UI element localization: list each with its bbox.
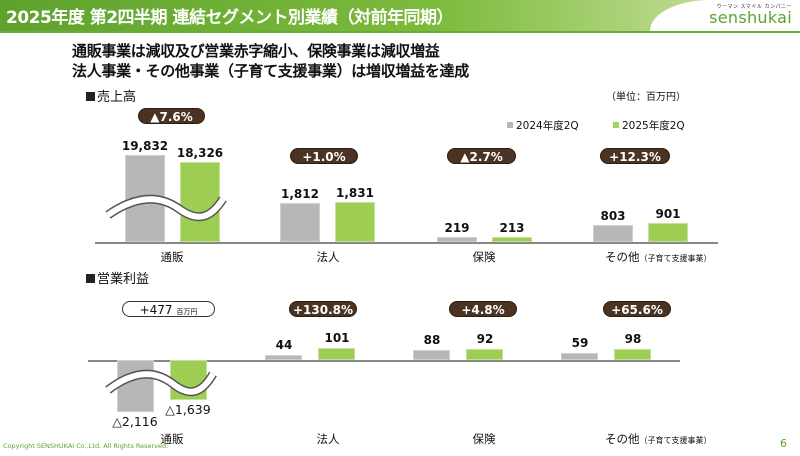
profit-section-title: 営業利益 <box>86 268 149 287</box>
profit-value-label: 92 <box>476 332 494 347</box>
profit-bar-hoken-2024 <box>413 349 450 360</box>
category-name: 保険 <box>472 250 496 264</box>
profit-change-badge: +4.8% <box>449 301 517 317</box>
sales-bar-sonota-2025 <box>648 222 688 242</box>
logo-tagline: ウーマン スマイル カンパニー <box>716 4 792 10</box>
sales-change-badge: ▲7.6% <box>138 108 205 124</box>
sales-value-label: 18,326 <box>176 146 224 160</box>
headline-line-2: 法人事業・その他事業（子育て支援事業）は増収増益を達成 <box>72 62 469 80</box>
sales-value-label: 1,831 <box>336 186 374 201</box>
category-name: 法人 <box>316 250 340 264</box>
sales-category-label: その他（子育て支援事業） <box>605 249 765 265</box>
sales-category-label: 通販 <box>132 249 212 265</box>
legend-2024: 2024年度2Q <box>507 118 579 133</box>
profit-change-badge: +65.6% <box>603 301 671 317</box>
profit-change-badge: +477 百万円 <box>122 301 215 317</box>
legend-2025: 2025年度2Q <box>613 118 685 133</box>
legend-swatch-green <box>613 122 619 128</box>
sales-bar-hoken-2025 <box>492 237 532 242</box>
profit-value-label: △1,639 <box>165 402 211 417</box>
profit-change-badge: +130.8% <box>289 301 357 317</box>
badge-unit: 百万円 <box>176 308 198 316</box>
profit-value-label: 59 <box>571 336 589 351</box>
sales-category-label: 法人 <box>288 249 368 265</box>
profit-category-label: 保険 <box>444 431 524 447</box>
sales-value-label: 219 <box>444 221 470 236</box>
sales-change-badge: ▲2.7% <box>447 148 516 164</box>
profit-bar-hoken-2025 <box>466 349 503 360</box>
headline-line-1: 通販事業は減収及び営業赤字縮小、保険事業は減収増益 <box>72 42 440 60</box>
legend-swatch-gray <box>507 122 513 128</box>
category-name: その他 <box>605 432 640 446</box>
profit-value-label: 88 <box>423 332 441 347</box>
legend-label: 2025年度2Q <box>622 120 685 132</box>
title-bar: 2025年度 第2四半期 連結セグメント別業績（対前年同期） ウーマン スマイル… <box>0 0 800 31</box>
category-name: 通販 <box>160 432 184 446</box>
profit-bar-sonota-2025 <box>614 348 651 360</box>
sales-category-label: 保険 <box>444 249 524 265</box>
sales-bar-hojin-2025 <box>335 202 375 242</box>
sales-bar-hoken-2024 <box>437 237 477 242</box>
page-number: 6 <box>780 437 787 450</box>
category-name: 通販 <box>160 250 184 264</box>
sales-value-label: 901 <box>655 206 681 221</box>
sales-axis <box>95 242 718 244</box>
sales-bar-hojin-2024 <box>280 202 320 242</box>
category-name: その他 <box>605 250 640 264</box>
sales-value-label: 803 <box>600 208 626 223</box>
logo-name: senshukai <box>709 8 792 27</box>
profit-bar-hojin-2025 <box>318 348 355 360</box>
sales-value-label: 19,832 <box>121 138 169 153</box>
category-note: （子育て支援事業） <box>639 436 712 445</box>
category-name: 保険 <box>472 432 496 446</box>
sales-section-title: 売上高 <box>86 86 136 105</box>
profit-value-label: 98 <box>624 331 642 346</box>
legend-label: 2024年度2Q <box>516 120 579 132</box>
sales-value-label: 213 <box>499 221 525 236</box>
profit-category-label: その他（子育て支援事業） <box>605 431 765 447</box>
sales-bar-sonota-2024 <box>593 224 633 242</box>
sales-change-badge: +1.0% <box>290 148 358 164</box>
badge-value: +477 <box>139 303 177 317</box>
senshukai-logo: ウーマン スマイル カンパニー senshukai <box>709 3 792 26</box>
sales-change-badge: +12.3% <box>600 148 670 164</box>
profit-category-label: 通販 <box>132 431 212 447</box>
header-divider <box>0 31 800 33</box>
profit-value-label: 44 <box>275 337 293 352</box>
profit-bar-sonota-2024 <box>561 353 598 360</box>
profit-category-label: 法人 <box>288 431 368 447</box>
page-title: 2025年度 第2四半期 連結セグメント別業績（対前年同期） <box>6 8 453 28</box>
unit-label: （単位：百万円） <box>606 92 686 103</box>
logo-area <box>650 0 800 31</box>
axis-break-icon <box>105 369 217 397</box>
profit-value-label: 101 <box>324 331 350 346</box>
category-name: 法人 <box>316 432 340 446</box>
category-note: （子育て支援事業） <box>639 254 712 263</box>
sales-value-label: 1,812 <box>281 186 319 201</box>
profit-value-label: △2,116 <box>112 413 158 429</box>
profit-bar-hojin-2024 <box>265 354 302 360</box>
axis-break-icon <box>105 194 227 222</box>
copyright: Copyright SENSHUKAI Co.,Ltd. All Rights … <box>3 442 169 450</box>
profit-axis <box>88 360 680 362</box>
